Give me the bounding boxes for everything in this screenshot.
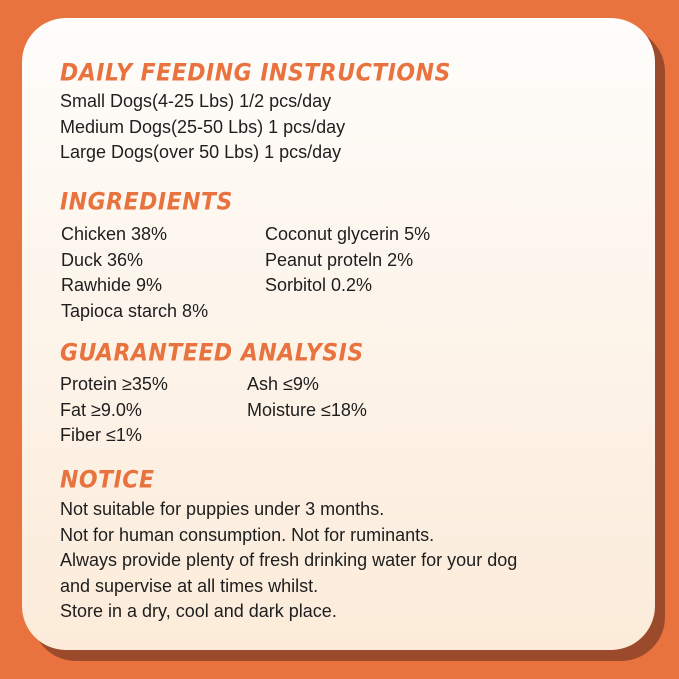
analysis-item: Protein ≥35% [60,374,168,394]
notice-title: NOTICE [60,466,155,495]
notice-line: Not for human consumption. Not for rumin… [60,524,435,545]
ingredient-item: Chicken 38% [61,224,168,244]
ingredients-title: INGREDIENTS [60,188,233,217]
analysis-item: Fiber ≤1% [60,425,142,445]
notice-line: Store in a dry, cool and dark place. [60,601,337,621]
analysis-item: Fat ≥9.0% [60,399,142,420]
analysis-left: Protein ≥35% Fat ≥9.0% Fiber ≤1% [60,372,168,449]
analysis-item: Moisture ≤18% [247,399,367,420]
ingredient-item: Tapioca starch 8% [61,300,209,321]
info-card [22,18,655,650]
analysis-title: GUARANTEED ANALYSIS [60,339,364,368]
notice-line: and supervise at all times whilst. [60,575,319,596]
ingredient-item: Sorbitol 0.2% [265,275,373,295]
ingredient-item: Peanut proteln 2% [265,249,414,270]
feeding-title: DAILY FEEDING INSTRUCTIONS [60,59,451,88]
ingredient-item: Rawhide 9% [61,275,163,295]
ingredients-right: Coconut glycerin 5% Peanut proteln 2% So… [265,222,430,299]
notice-list: Not suitable for puppies under 3 months.… [60,497,517,625]
ingredient-item: Coconut glycerin 5% [265,224,431,244]
notice-line: Not suitable for puppies under 3 months. [60,499,385,519]
feeding-list: Small Dogs(4-25 Lbs) 1/2 pcs/day Medium … [60,89,345,166]
analysis-item: Ash ≤9% [247,374,319,394]
feeding-line: Large Dogs(over 50 Lbs) 1 pcs/day [60,142,342,162]
ingredients-left: Chicken 38% Duck 36% Rawhide 9% Tapioca … [61,222,208,324]
analysis-right: Ash ≤9% Moisture ≤18% [247,372,367,423]
notice-line: Always provide plenty of fresh drinking … [60,550,518,570]
ingredient-item: Duck 36% [61,249,144,270]
feeding-line: Small Dogs(4-25 Lbs) 1/2 pcs/day [60,91,332,111]
feeding-line: Medium Dogs(25-50 Lbs) 1 pcs/day [60,116,346,137]
